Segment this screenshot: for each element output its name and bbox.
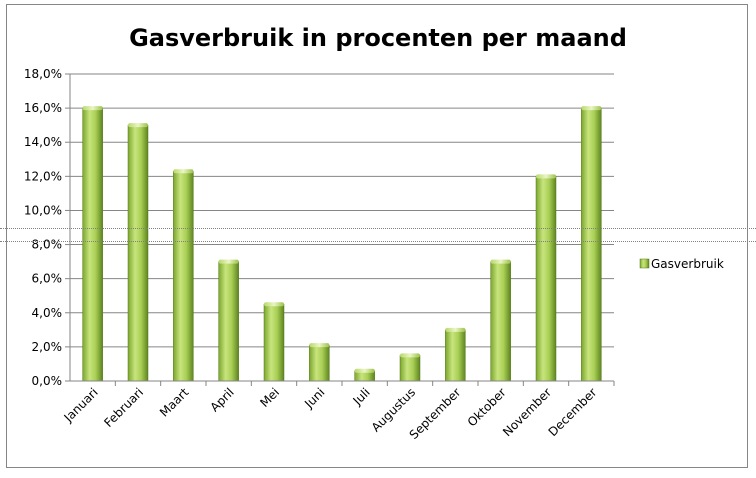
x-tick-label: April bbox=[207, 385, 236, 414]
y-tick-label: 0,0% bbox=[32, 374, 63, 388]
y-tick-label: 14,0% bbox=[24, 135, 62, 149]
bar bbox=[309, 344, 330, 382]
axes bbox=[69, 74, 614, 382]
x-tick-label: Februari bbox=[101, 385, 146, 430]
x-tick-label: Juli bbox=[350, 385, 373, 408]
x-tick-label: Mei bbox=[257, 385, 282, 410]
y-axis-tick-labels: 0,0% 2,0% 4,0% 6,0% 8,0% 10,0% 12,0% 14,0% 16,0%… bbox=[24, 67, 62, 388]
bar bbox=[218, 261, 239, 382]
bar-cap bbox=[82, 106, 103, 111]
bars bbox=[82, 106, 602, 382]
x-axis-tick-labels: Januari Februari Maart April Mei Juni JuliAugu… bbox=[61, 385, 600, 442]
bar bbox=[490, 261, 511, 382]
bar-cap bbox=[536, 174, 556, 179]
bar bbox=[535, 176, 557, 382]
y-tick-label: 6,0% bbox=[32, 272, 63, 286]
bar bbox=[127, 124, 149, 382]
x-tick-label: Januari bbox=[61, 385, 101, 425]
chart-title: Gasverbruik in procenten per maand bbox=[129, 24, 627, 52]
y-tick-label: 12,0% bbox=[24, 169, 62, 183]
bar-cap bbox=[218, 259, 239, 264]
y-tick-label: 18,0% bbox=[24, 67, 62, 81]
y-tick-label: 8,0% bbox=[32, 238, 63, 252]
bar bbox=[445, 329, 466, 382]
bar-cap bbox=[445, 327, 466, 332]
x-tick-label: December bbox=[546, 385, 600, 439]
legend-label: Gasverbruik bbox=[651, 257, 724, 271]
bar-cap bbox=[309, 343, 330, 348]
bar bbox=[399, 355, 421, 382]
gridlines bbox=[65, 73, 615, 386]
legend: Gasverbruik bbox=[639, 257, 724, 271]
bar-cap bbox=[581, 106, 602, 111]
bar-cap bbox=[173, 169, 194, 174]
bar bbox=[82, 107, 103, 382]
y-tick-label: 16,0% bbox=[24, 101, 62, 115]
x-tick-label: Juni bbox=[301, 385, 327, 411]
y-tick-label: 4,0% bbox=[32, 306, 63, 320]
bar bbox=[581, 107, 602, 382]
bar-cap bbox=[128, 123, 148, 128]
x-tick-label: Maart bbox=[157, 385, 192, 420]
y-tick-label: 10,0% bbox=[24, 203, 62, 217]
y-tick-label: 2,0% bbox=[32, 340, 63, 354]
bar bbox=[263, 304, 285, 382]
legend-swatch bbox=[639, 258, 650, 269]
bar-cap bbox=[264, 302, 284, 307]
x-tick-label: Oktober bbox=[465, 385, 509, 429]
x-tick-label: November bbox=[500, 385, 554, 439]
bar-cap bbox=[400, 353, 420, 358]
bar-cap bbox=[490, 259, 511, 264]
bar-cap bbox=[354, 368, 375, 373]
bar bbox=[173, 170, 194, 382]
